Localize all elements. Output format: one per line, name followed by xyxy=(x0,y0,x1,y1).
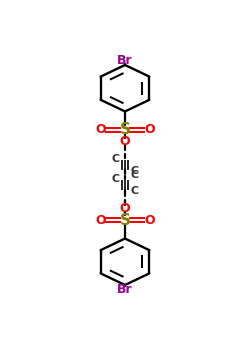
Text: O: O xyxy=(95,214,106,227)
Text: O: O xyxy=(95,123,106,136)
Text: O: O xyxy=(120,202,130,215)
Text: S: S xyxy=(120,122,130,137)
Text: Br: Br xyxy=(117,54,133,67)
Text: C: C xyxy=(131,166,139,176)
Text: C: C xyxy=(111,174,119,184)
Text: C: C xyxy=(131,187,139,196)
Text: C: C xyxy=(111,154,119,163)
Text: Br: Br xyxy=(117,283,133,296)
Text: O: O xyxy=(144,123,155,136)
Text: O: O xyxy=(144,214,155,227)
Text: C: C xyxy=(131,170,139,180)
Text: S: S xyxy=(120,213,130,228)
Text: O: O xyxy=(120,135,130,148)
